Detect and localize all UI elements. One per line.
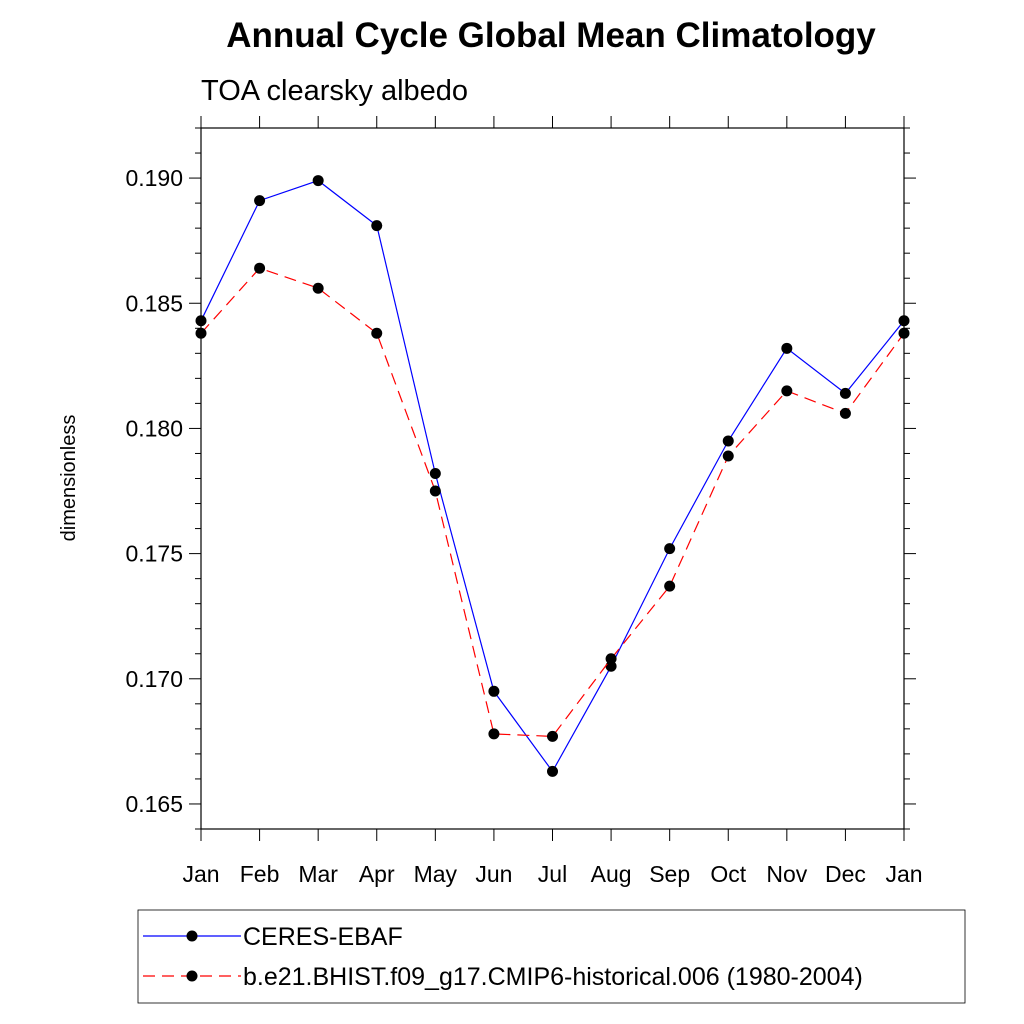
plot-frame <box>200 127 905 830</box>
series-layer <box>195 175 910 777</box>
legend: CERES-EBAF b.e21.BHIST.f09_g17.CMIP6-hist… <box>137 909 966 1004</box>
x-tick-label: Apr <box>359 861 395 887</box>
x-tick-label: Nov <box>766 861 807 887</box>
data-point <box>839 387 851 399</box>
x-tick-label: Jan <box>885 861 922 887</box>
series-1 <box>195 175 910 777</box>
data-point <box>781 385 793 397</box>
x-tick-label: Jan <box>182 861 219 887</box>
data-point <box>488 685 500 697</box>
chart-subtitle: TOA clearsky albedo <box>201 75 468 107</box>
data-point <box>371 327 383 339</box>
legend-entry-label: CERES-EBAF <box>243 923 403 951</box>
data-point <box>488 728 500 740</box>
x-tick-label: Feb <box>240 861 280 887</box>
data-point <box>664 543 676 555</box>
data-point <box>781 342 793 354</box>
data-point <box>254 262 266 274</box>
data-point <box>547 765 558 777</box>
data-point <box>664 580 676 592</box>
data-point <box>898 327 910 339</box>
y-tick-label: 0.175 <box>125 541 183 567</box>
data-point <box>312 175 324 187</box>
axes-layer: 0.165 0.170 0.175 0.180 0.185 0.190 Jan Feb Mar A… <box>125 116 923 887</box>
data-point <box>605 653 617 665</box>
x-tick-label: Oct <box>710 861 746 887</box>
data-point <box>839 407 851 419</box>
legend-swatch-marker <box>186 970 198 982</box>
x-tick-label: Sep <box>649 861 690 887</box>
y-tick-label: 0.190 <box>125 165 183 191</box>
data-point <box>312 282 324 294</box>
x-tick-label: Mar <box>298 861 338 887</box>
data-point <box>898 315 910 327</box>
data-point <box>429 485 441 497</box>
y-tick-label: 0.170 <box>125 666 183 692</box>
y-tick-label: 0.165 <box>125 791 183 817</box>
legend-swatch-marker <box>186 930 198 942</box>
legend-box <box>137 909 966 1004</box>
data-point <box>722 450 734 462</box>
y-axis-label: dimensionless <box>58 415 80 542</box>
y-tick-label: 0.185 <box>125 290 183 316</box>
x-tick-label: Dec <box>825 861 866 887</box>
x-tick-label: Aug <box>591 861 632 887</box>
legend-entry-label: b.e21.BHIST.f09_g17.CMIP6-historical.006… <box>243 963 863 991</box>
data-point <box>429 467 441 479</box>
y-tick-label: 0.180 <box>125 415 183 441</box>
series-line <box>200 267 905 738</box>
series-2 <box>195 262 910 742</box>
data-point <box>371 220 383 232</box>
x-tick-label: Jul <box>538 861 567 887</box>
x-tick-label: Jun <box>475 861 512 887</box>
data-point <box>547 730 558 742</box>
data-point <box>195 327 207 339</box>
data-point <box>195 315 207 327</box>
chart-title: Annual Cycle Global Mean Climatology <box>226 16 876 55</box>
x-tick-label: May <box>414 861 458 887</box>
series-line <box>200 179 905 773</box>
data-point <box>722 435 734 447</box>
data-point <box>254 195 266 207</box>
